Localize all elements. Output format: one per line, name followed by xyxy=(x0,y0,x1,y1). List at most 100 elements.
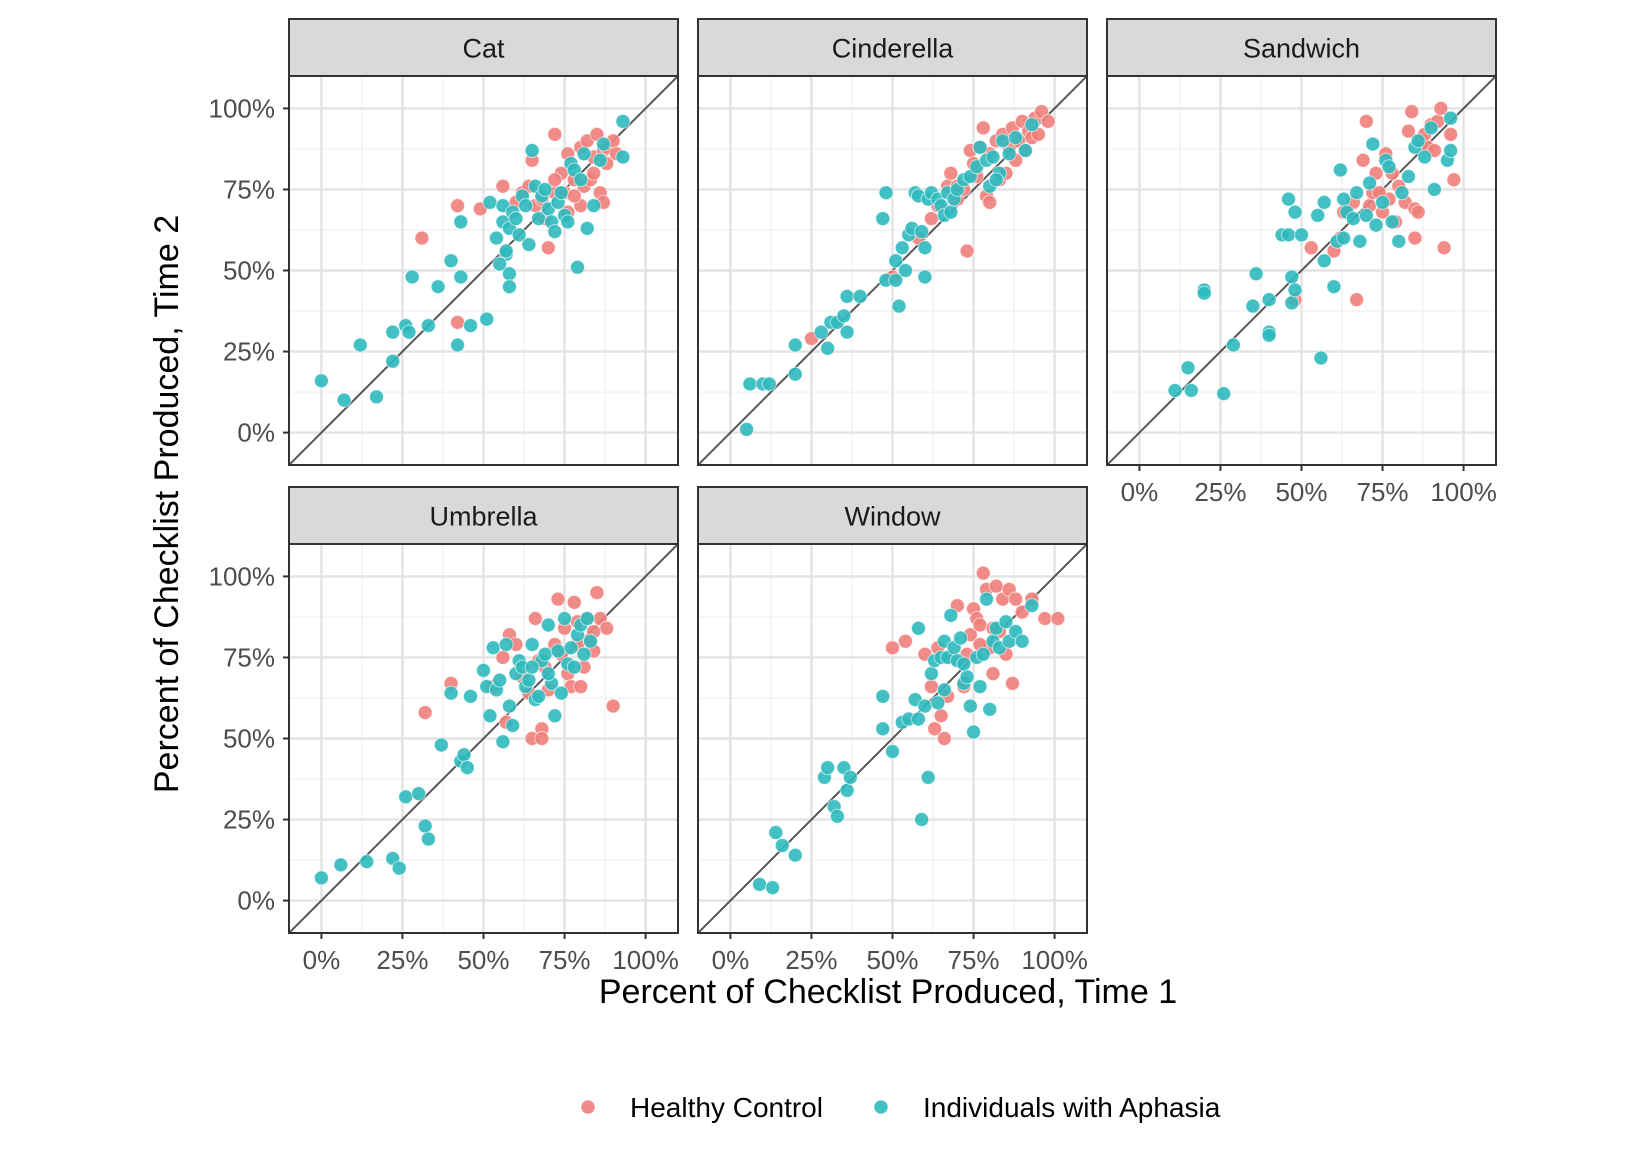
data-point xyxy=(1375,194,1391,210)
data-point xyxy=(492,256,508,272)
data-point xyxy=(936,682,952,698)
data-point xyxy=(540,666,556,682)
data-point xyxy=(739,421,755,437)
data-point xyxy=(885,640,900,656)
data-point xyxy=(313,870,329,886)
y-tick-label: 75% xyxy=(223,174,275,204)
data-point xyxy=(566,659,582,675)
data-point xyxy=(891,298,907,314)
data-point xyxy=(829,808,845,824)
data-point xyxy=(511,227,527,243)
data-point xyxy=(501,698,517,714)
data-point xyxy=(1423,120,1439,136)
data-point xyxy=(1381,159,1397,175)
data-point xyxy=(742,376,758,392)
data-point xyxy=(501,279,517,295)
series-aphasia xyxy=(313,611,598,886)
data-point xyxy=(930,695,946,711)
series-aphasia xyxy=(739,117,1040,437)
x-tick-label: 25% xyxy=(785,945,837,975)
data-point xyxy=(1167,382,1183,398)
y-tick-label: 25% xyxy=(223,337,275,367)
data-point xyxy=(417,705,433,721)
data-point xyxy=(560,214,576,230)
data-point xyxy=(985,666,1001,682)
data-point xyxy=(576,146,592,162)
data-point xyxy=(518,198,534,214)
data-point xyxy=(1336,191,1352,207)
data-point xyxy=(1365,136,1381,152)
x-tick-label: 50% xyxy=(457,945,509,975)
data-point xyxy=(1404,104,1420,120)
data-point xyxy=(359,854,375,870)
data-point xyxy=(1349,292,1365,308)
y-tick-label: 0% xyxy=(237,418,275,448)
data-point xyxy=(917,269,933,285)
x-tick-label: 50% xyxy=(866,945,918,975)
data-point xyxy=(936,731,952,746)
data-point xyxy=(1245,298,1261,314)
data-point xyxy=(1345,211,1361,227)
data-point xyxy=(592,152,608,168)
x-tick-label: 100% xyxy=(1430,477,1497,507)
data-point xyxy=(524,659,540,675)
data-point xyxy=(972,617,988,633)
data-point xyxy=(982,701,998,717)
data-point xyxy=(959,243,975,259)
data-point xyxy=(495,178,511,194)
data-point xyxy=(417,818,433,834)
data-point xyxy=(589,585,605,601)
data-point xyxy=(787,366,803,382)
panel-cat: Cat 0% 25% 50% 75% 100% xyxy=(209,18,679,466)
data-point xyxy=(1417,149,1433,165)
panel-window: Window 0% 25% 50% 75% 100% xyxy=(697,486,1088,975)
data-point xyxy=(482,708,498,724)
data-point xyxy=(570,259,586,275)
data-point xyxy=(1326,279,1342,295)
data-point xyxy=(910,711,926,727)
data-point xyxy=(842,769,858,785)
data-point xyxy=(943,165,959,181)
data-point xyxy=(524,636,540,652)
data-point xyxy=(1446,172,1462,188)
data-point xyxy=(923,211,939,227)
data-point xyxy=(479,311,495,327)
strip-sandwich xyxy=(1106,18,1497,77)
data-point xyxy=(586,165,602,181)
data-point xyxy=(521,237,537,253)
data-point xyxy=(888,272,904,288)
data-point xyxy=(443,685,459,701)
data-point xyxy=(885,743,900,759)
data-point xyxy=(586,198,602,214)
data-point xyxy=(985,149,1001,165)
data-point xyxy=(920,769,936,785)
data-point xyxy=(1004,675,1020,691)
data-point xyxy=(553,185,569,201)
legend-label: Individuals with Aphasia xyxy=(923,1092,1221,1123)
data-point xyxy=(1433,100,1449,116)
data-point xyxy=(988,172,1004,188)
data-point xyxy=(430,279,446,295)
data-point xyxy=(917,240,933,256)
data-point xyxy=(787,847,803,863)
data-point xyxy=(420,831,436,847)
data-point xyxy=(498,636,514,652)
panel-umbrella: Umbrella 0% 25% 50% 75% 100% 0% 25% 50% 75% 100% xyxy=(209,486,679,975)
data-point xyxy=(1180,360,1196,376)
data-point xyxy=(1024,117,1040,133)
data-point xyxy=(615,113,631,129)
data-point xyxy=(537,646,553,662)
data-point xyxy=(524,143,540,159)
data-point xyxy=(398,789,414,805)
data-point xyxy=(1225,337,1241,353)
data-point xyxy=(404,269,420,285)
x-tick-label: 0% xyxy=(1121,477,1159,507)
data-point xyxy=(488,230,504,246)
data-point xyxy=(959,669,975,685)
data-point xyxy=(1410,204,1426,220)
data-point xyxy=(553,685,569,701)
data-point xyxy=(482,194,498,210)
panels-layer: Cat 0% 25% 50% 75% 100% Cinderella Sandwich 0% 25… xyxy=(209,18,1497,975)
panel-cinderella: Cinderella xyxy=(697,18,1088,466)
x-tick-label: 0% xyxy=(303,945,341,975)
